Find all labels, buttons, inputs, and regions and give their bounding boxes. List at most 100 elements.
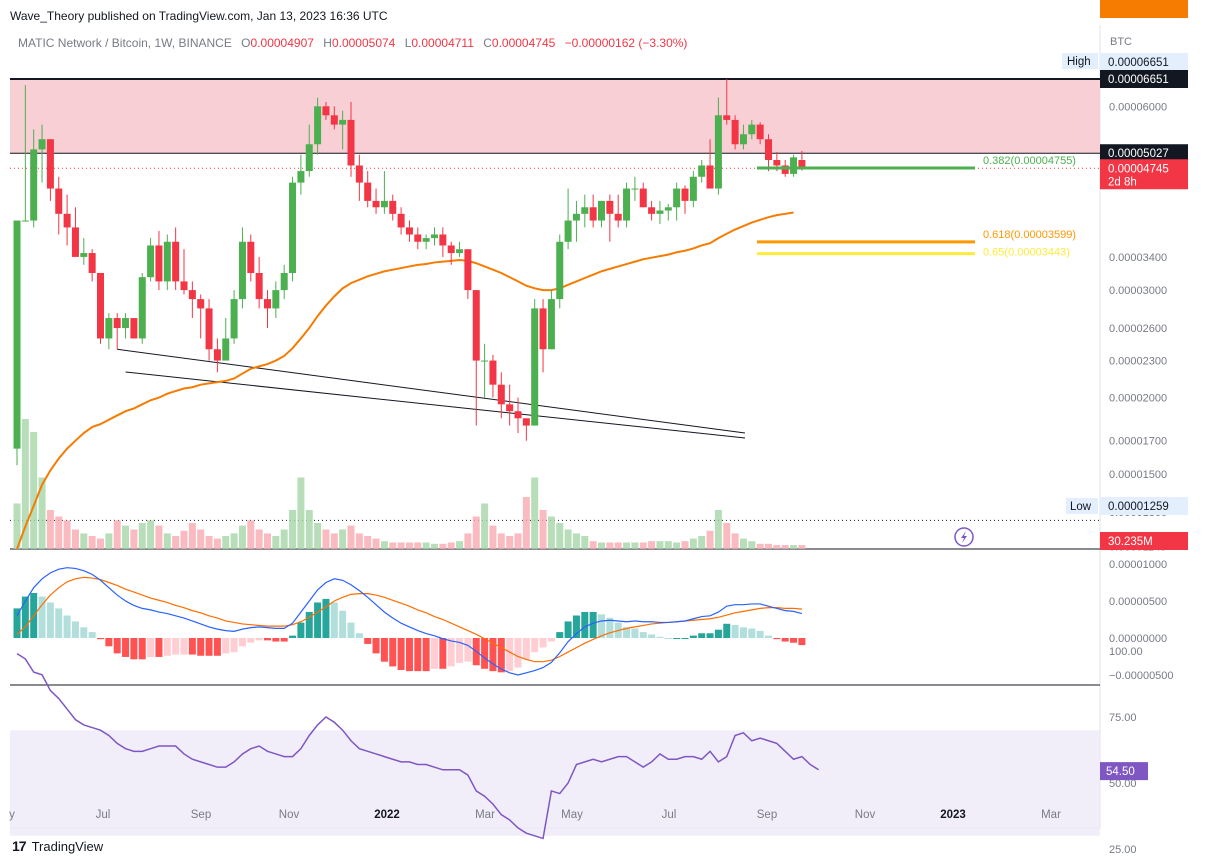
volume-bar bbox=[698, 536, 706, 549]
candle bbox=[623, 188, 631, 221]
candle bbox=[422, 238, 430, 242]
volume-bar bbox=[355, 533, 363, 549]
candle bbox=[188, 290, 196, 300]
candle bbox=[598, 200, 605, 221]
close-value: 0.00004745 bbox=[491, 36, 556, 50]
low-value: 0.00004711 bbox=[411, 36, 474, 50]
volume-bar bbox=[364, 536, 372, 549]
volume-bar bbox=[397, 542, 405, 549]
currency-label: BTC bbox=[1110, 36, 1132, 48]
candle bbox=[372, 200, 380, 208]
volume-tag: 30.235M bbox=[1108, 536, 1153, 548]
volume-bar bbox=[639, 542, 647, 549]
macd-histogram-bar bbox=[322, 598, 330, 638]
time-tick: Sep bbox=[757, 809, 777, 821]
macd-histogram-bar bbox=[172, 638, 180, 655]
candle bbox=[547, 299, 555, 350]
volume-bar bbox=[781, 545, 789, 549]
volume-bar bbox=[305, 510, 313, 549]
ema-line bbox=[16, 211, 794, 550]
candle bbox=[539, 308, 547, 350]
macd-histogram-bar bbox=[397, 638, 405, 670]
rsi-tick: 100.00 bbox=[1109, 646, 1143, 658]
volume-bar bbox=[280, 529, 288, 549]
volume-bar bbox=[405, 542, 413, 549]
candle bbox=[138, 277, 146, 339]
volume-bar bbox=[748, 541, 756, 549]
low-tag-bg bbox=[1066, 498, 1098, 514]
candle bbox=[289, 182, 297, 273]
resistance-zone bbox=[10, 79, 1100, 154]
high-value-tag: 0.00006651 bbox=[1108, 57, 1169, 69]
volume-bar bbox=[798, 545, 806, 549]
macd-histogram-bar bbox=[673, 638, 681, 639]
volume-bar bbox=[648, 541, 656, 549]
low-tag: Low bbox=[1070, 501, 1092, 513]
candle bbox=[531, 308, 539, 426]
macd-histogram-bar bbox=[364, 638, 372, 644]
macd-histogram-bar bbox=[714, 629, 722, 638]
rsi-tick: 50.00 bbox=[1109, 778, 1137, 790]
volume-bar bbox=[55, 516, 63, 549]
candle bbox=[656, 210, 664, 214]
macd-histogram-bar bbox=[113, 638, 121, 654]
macd-histogram-bar bbox=[297, 622, 305, 638]
current-price-bg bbox=[1100, 159, 1188, 190]
candle bbox=[155, 245, 163, 282]
macd-histogram-bar bbox=[130, 638, 138, 660]
macd-histogram-bar bbox=[122, 638, 130, 657]
ohlc-legend: MATIC Network / Bitcoin, 1W, BINANCE O0.… bbox=[18, 36, 688, 50]
volume-bar bbox=[656, 541, 664, 549]
candle bbox=[13, 220, 21, 449]
volume-tag-bg bbox=[1100, 532, 1188, 550]
candle bbox=[330, 115, 338, 125]
volume-bar bbox=[330, 533, 338, 549]
lightning-icon[interactable] bbox=[954, 527, 974, 547]
volume-bar bbox=[773, 545, 781, 549]
volume-bar bbox=[297, 477, 305, 549]
volume-bar bbox=[689, 538, 697, 549]
countdown-tag: 2d 8h bbox=[1108, 176, 1137, 188]
volume-bar bbox=[531, 477, 539, 549]
macd-histogram-bar bbox=[581, 611, 589, 638]
macd-histogram-bar bbox=[372, 638, 380, 654]
macd-histogram-bar bbox=[71, 621, 79, 638]
candle bbox=[122, 318, 130, 329]
macd-histogram-bar bbox=[572, 615, 580, 638]
candle bbox=[163, 241, 171, 282]
volume-bar bbox=[539, 510, 547, 549]
volume-bar bbox=[564, 529, 572, 549]
candle bbox=[264, 299, 271, 309]
tradingview-logo-icon: 17 bbox=[12, 838, 27, 854]
lightning-bolt-icon bbox=[961, 531, 967, 543]
candle bbox=[648, 207, 656, 214]
candle bbox=[631, 188, 639, 190]
macd-tick: 0.00001000 bbox=[1109, 559, 1167, 571]
macd-histogram-bar bbox=[197, 638, 205, 656]
candle bbox=[247, 241, 255, 273]
candle bbox=[272, 290, 280, 309]
candle bbox=[180, 281, 188, 291]
macd-histogram-bar bbox=[756, 630, 764, 638]
volume-bar bbox=[497, 533, 505, 549]
volume-bar bbox=[631, 542, 639, 549]
candle bbox=[405, 227, 413, 235]
macd-histogram-bar bbox=[506, 638, 514, 672]
high-value-tag-bg bbox=[1100, 53, 1188, 71]
macd-tick: 0.00000000 bbox=[1109, 633, 1167, 645]
candle bbox=[589, 207, 597, 221]
volume-bar bbox=[372, 538, 380, 549]
volume-bar bbox=[664, 541, 672, 549]
volume-bar bbox=[147, 520, 155, 549]
volume-bar bbox=[547, 516, 555, 549]
macd-histogram-bar bbox=[539, 638, 547, 648]
candle bbox=[222, 338, 230, 361]
candle bbox=[88, 253, 96, 273]
macd-histogram-bar bbox=[664, 638, 672, 639]
macd-histogram-bar bbox=[339, 610, 347, 638]
candle bbox=[765, 139, 772, 161]
candle bbox=[230, 299, 238, 339]
macd-histogram-bar bbox=[138, 638, 146, 660]
macd-histogram-bar bbox=[247, 638, 255, 643]
